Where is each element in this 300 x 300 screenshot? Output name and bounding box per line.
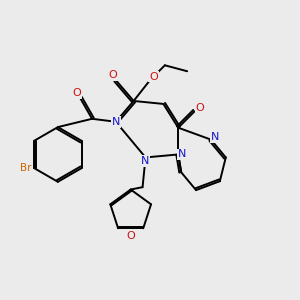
Text: N: N bbox=[211, 132, 219, 142]
Text: N: N bbox=[112, 117, 121, 127]
Text: N: N bbox=[178, 149, 187, 160]
Text: N: N bbox=[141, 156, 149, 166]
Text: O: O bbox=[196, 103, 204, 113]
Text: O: O bbox=[149, 72, 158, 82]
Text: Br: Br bbox=[20, 163, 32, 173]
Text: O: O bbox=[73, 88, 82, 98]
Text: O: O bbox=[126, 231, 135, 241]
Text: O: O bbox=[109, 70, 117, 80]
